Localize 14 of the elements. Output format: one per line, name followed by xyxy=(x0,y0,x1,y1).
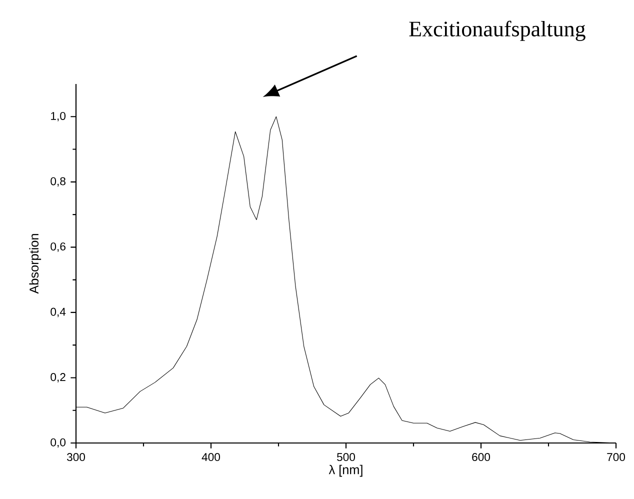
y-axis-title: Absorption xyxy=(29,234,42,294)
y-tick-label: 0,2 xyxy=(50,373,66,382)
y-tick-label: 0,6 xyxy=(50,242,66,252)
x-tick-label: 600 xyxy=(472,453,490,462)
text: Excitionaufspaltung xyxy=(409,20,586,41)
y-tick-label: 0,4 xyxy=(50,308,66,318)
x-tick-label: 700 xyxy=(607,453,626,462)
x-tick-label: 500 xyxy=(337,453,356,462)
y-tick-label: 1,0 xyxy=(51,112,66,122)
x-axis-title: λ [nm] xyxy=(328,464,362,477)
y-tick-label: 0,8 xyxy=(50,177,66,187)
y-tick-label: 0,0 xyxy=(50,438,66,448)
x-tick-label: 400 xyxy=(202,453,220,462)
x-tick-label: 300 xyxy=(66,453,86,462)
